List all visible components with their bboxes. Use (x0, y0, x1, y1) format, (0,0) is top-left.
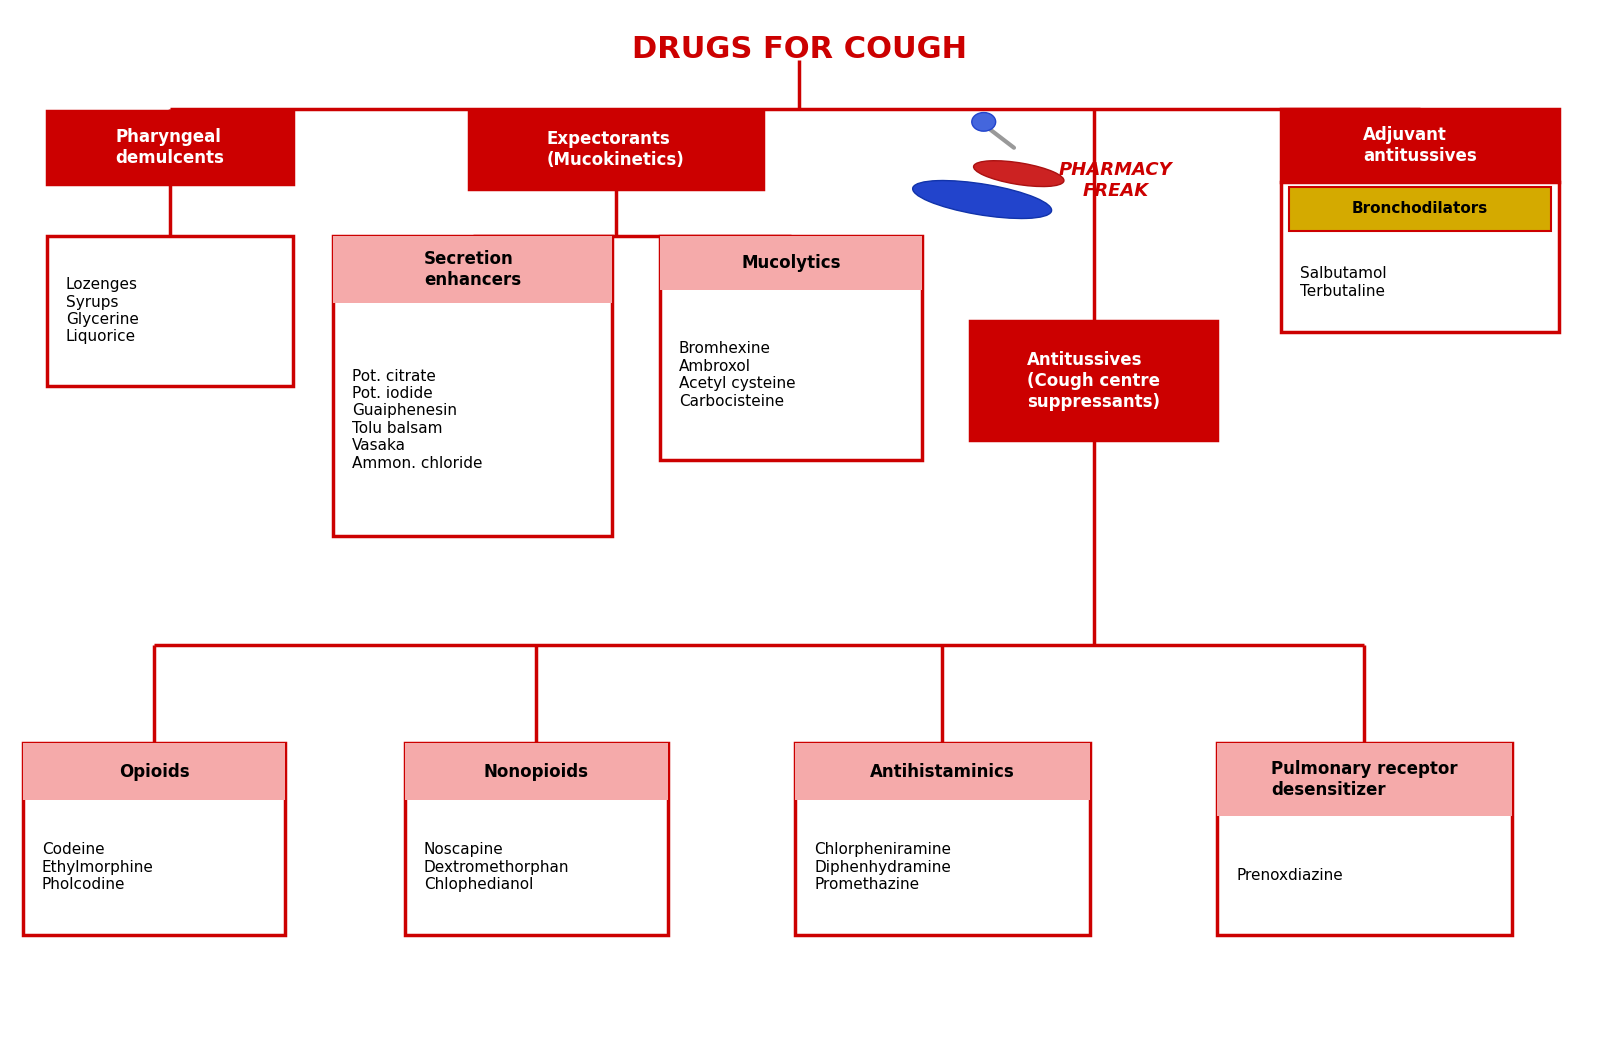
Bar (796, 743, 1090, 935)
Text: Lozenges
Syrups
Glycerine
Liquorice: Lozenges Syrups Glycerine Liquorice (66, 277, 139, 345)
Text: Chlorpheniramine
Diphenhydramine
Promethazine: Chlorpheniramine Diphenhydramine Prometh… (813, 842, 951, 892)
Text: Secretion
enhancers: Secretion enhancers (423, 250, 521, 288)
Ellipse shape (912, 180, 1051, 219)
Text: DRUGS FOR COUGH: DRUGS FOR COUGH (631, 34, 967, 64)
Text: Adjuvant
antitussives: Adjuvant antitussives (1363, 126, 1477, 166)
Bar (1280, 109, 1560, 182)
Bar (1288, 187, 1552, 230)
Text: Bromhexine
Ambroxol
Acetyl cysteine
Carbocisteine: Bromhexine Ambroxol Acetyl cysteine Carb… (679, 341, 796, 409)
Text: Pharyngeal
demulcents: Pharyngeal demulcents (115, 128, 224, 168)
Text: Nonopioids: Nonopioids (484, 763, 588, 781)
Bar (22, 743, 286, 801)
Bar (404, 743, 668, 801)
Text: Bronchodilators: Bronchodilators (1352, 201, 1488, 217)
Bar (660, 235, 922, 460)
Bar (796, 743, 1090, 801)
Text: PHARMACY
FREAK: PHARMACY FREAK (1058, 161, 1173, 200)
Bar (468, 111, 764, 188)
Bar (970, 322, 1218, 440)
Bar (334, 235, 612, 536)
Text: Expectorants
(Mucokinetics): Expectorants (Mucokinetics) (547, 130, 686, 170)
Text: Codeine
Ethylmorphine
Pholcodine: Codeine Ethylmorphine Pholcodine (42, 842, 153, 892)
Text: Antihistaminics: Antihistaminics (869, 763, 1015, 781)
Bar (334, 235, 612, 303)
Ellipse shape (973, 160, 1064, 186)
Text: Prenoxdiazine: Prenoxdiazine (1237, 867, 1342, 883)
Bar (22, 743, 286, 935)
Bar (660, 235, 922, 289)
Text: Noscapine
Dextromethorphan
Chlophedianol: Noscapine Dextromethorphan Chlophedianol (423, 842, 569, 892)
Bar (1280, 182, 1560, 332)
Text: Salbutamol
Terbutaline: Salbutamol Terbutaline (1299, 266, 1387, 299)
Text: Antitussives
(Cough centre
suppressants): Antitussives (Cough centre suppressants) (1028, 351, 1160, 410)
Text: Opioids: Opioids (118, 763, 190, 781)
Ellipse shape (972, 112, 996, 131)
Bar (1218, 743, 1512, 815)
Text: Pulmonary receptor
desensitizer: Pulmonary receptor desensitizer (1270, 760, 1457, 798)
Text: Pot. citrate
Pot. iodide
Guaiphenesin
Tolu balsam
Vasaka
Ammon. chloride: Pot. citrate Pot. iodide Guaiphenesin To… (352, 369, 483, 471)
Bar (46, 111, 294, 184)
Text: Mucolytics: Mucolytics (741, 254, 841, 272)
Bar (404, 743, 668, 935)
Bar (46, 235, 294, 386)
Bar (1218, 743, 1512, 935)
